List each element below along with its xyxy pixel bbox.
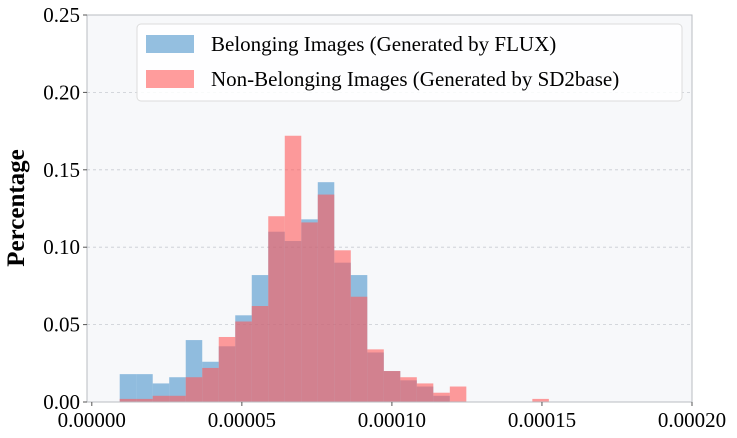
histogram-bar [235,321,252,402]
histogram-bar [136,398,153,402]
y-tick-label: 0.05 [43,313,80,337]
histogram-bar [169,377,186,402]
legend: Belonging Images (Generated by FLUX) Non… [136,23,683,102]
y-tick-label: 0.10 [43,235,80,259]
x-tick-label: 0.00020 [658,408,726,432]
histogram-bar [251,306,269,402]
y-axis-ticks: 0.00 0.05 0.10 0.15 0.20 0.25 [43,3,87,414]
y-tick-label: 0.00 [43,390,80,414]
histogram-bar [383,371,401,402]
x-tick-label: 0.00005 [208,408,276,432]
x-tick-label: 0.00015 [508,408,576,432]
histogram-bar [400,377,417,402]
histogram-bar [218,336,236,402]
histogram-bar [317,194,335,402]
legend-label-belonging: Belonging Images (Generated by FLUX) [211,32,556,56]
histogram-bar [433,392,450,402]
y-tick-label: 0.20 [43,80,80,104]
legend-swatch-non-belonging [146,70,194,88]
histogram-bar [334,250,351,402]
histogram-bar [416,383,434,402]
y-tick-label: 0.15 [43,158,80,182]
histogram-bar [284,135,302,402]
y-tick-label: 0.25 [43,3,80,27]
legend-label-non-belonging: Non-Belonging Images (Generated by SD2ba… [211,67,619,91]
histogram-bars [119,135,549,402]
series-1-bars [119,135,549,402]
histogram-bar [136,374,153,402]
x-tick-label: 0.00010 [358,408,426,432]
histogram-bar [532,398,549,402]
histogram-bar [152,395,170,402]
histogram-bar [301,222,318,402]
histogram-bar [169,395,186,402]
legend-swatch-belonging [146,35,194,53]
legend-box [136,23,683,102]
histogram-bar [350,296,368,402]
y-axis-title: Percentage [3,149,30,267]
histogram-bar [449,386,467,402]
histogram-bar [202,367,219,402]
histogram-bar [367,349,384,402]
histogram-bar [268,216,285,402]
x-axis-ticks: 0.00000 0.00005 0.00010 0.00015 0.00020 [58,402,726,432]
histogram-bar [185,377,203,402]
plot-frame [86,14,693,403]
histogram-bar [119,398,137,402]
histogram-bar [119,374,137,402]
x-tick-label: 0.00000 [58,408,126,432]
